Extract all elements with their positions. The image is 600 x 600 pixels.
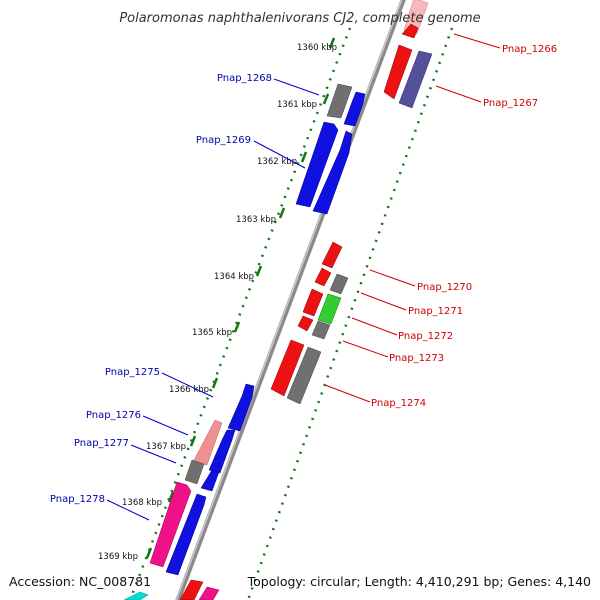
gene-feature-pnap-1275[interactable] <box>227 383 255 432</box>
gene-feature-pnap-1278[interactable] <box>149 481 192 568</box>
forward-leader-lines <box>106 78 320 521</box>
gene-feature-bottom-magenta[interactable] <box>198 586 220 600</box>
gene-feature-cyan[interactable] <box>123 591 149 600</box>
reverse-strand-features <box>179 0 433 600</box>
forward-strand-features <box>123 83 366 600</box>
gene-feature-bottom-red[interactable] <box>179 579 204 600</box>
kbp-label: 1360 kbp <box>297 43 337 53</box>
gene-feature-pnap-1267[interactable] <box>398 50 433 109</box>
reverse-leader-lines <box>324 33 501 403</box>
genome-backbone <box>175 0 406 600</box>
gene-feature-pnap-1277[interactable] <box>184 459 205 485</box>
gene-feature-pnap-1268[interactable] <box>343 91 366 127</box>
forward-gene-labels: Pnap_1268 Pnap_1269 Pnap_1275 Pnap_1276 … <box>50 73 272 505</box>
kbp-ticks <box>145 37 336 559</box>
gene-feature-pnap-1273[interactable] <box>311 320 331 340</box>
gene-label[interactable]: Pnap_1276 <box>86 410 141 421</box>
topology-text: Topology: circular; Length: 4,410,291 bp… <box>247 574 591 589</box>
gene-label[interactable]: Pnap_1278 <box>50 494 105 505</box>
gene-feature-pnap-1274-red[interactable] <box>270 339 305 397</box>
kbp-labels: 1360 kbp 1361 kbp 1362 kbp 1363 kbp 1364… <box>98 43 337 562</box>
gene-label[interactable]: Pnap_1269 <box>196 135 251 146</box>
gene-label[interactable]: Pnap_1268 <box>217 73 272 84</box>
gene-label[interactable]: Pnap_1266 <box>502 44 557 55</box>
gene-feature-pnap-1272-red[interactable] <box>297 315 314 332</box>
gene-label[interactable]: Pnap_1275 <box>105 367 160 378</box>
kbp-label: 1367 kbp <box>146 442 186 452</box>
kbp-label: 1368 kbp <box>122 498 162 508</box>
kbp-label: 1363 kbp <box>236 215 276 225</box>
kbp-label: 1366 kbp <box>169 385 209 395</box>
map-title: Polaromonas naphthalenivorans CJ2, compl… <box>119 11 480 26</box>
gene-feature-pnap-1270[interactable] <box>321 241 343 269</box>
genome-backbone-highlight <box>175 0 403 600</box>
kbp-label: 1365 kbp <box>192 328 232 338</box>
gene-label[interactable]: Pnap_1271 <box>408 306 463 317</box>
gene-label[interactable]: Pnap_1270 <box>417 282 472 293</box>
gene-feature-pnap-1269a[interactable] <box>295 121 339 208</box>
kbp-label: 1369 kbp <box>98 552 138 562</box>
kbp-label: 1361 kbp <box>277 100 317 110</box>
gene-label[interactable]: Pnap_1277 <box>74 438 129 449</box>
gene-feature-pnap-1267-red[interactable] <box>383 44 413 100</box>
gene-feature-pnap-1266-red[interactable] <box>401 23 419 39</box>
gene-feature-pnap-1269b[interactable] <box>312 130 353 215</box>
gene-feature-pnap-1272[interactable] <box>317 293 342 325</box>
gene-feature-pnap-1277-blue[interactable] <box>200 469 220 492</box>
kbp-label: 1362 kbp <box>257 157 297 167</box>
gene-feature-pnap-1271[interactable] <box>329 273 349 295</box>
gene-feature-gray[interactable] <box>326 83 353 119</box>
gene-feature-pnap-1276-blue[interactable] <box>208 429 236 474</box>
gene-feature-pnap-1271-red[interactable] <box>302 288 324 317</box>
gene-feature-pnap-1278-blue[interactable] <box>165 493 207 576</box>
gene-label[interactable]: Pnap_1272 <box>398 331 453 342</box>
reverse-gene-labels: Pnap_1266 Pnap_1267 Pnap_1270 Pnap_1271 … <box>371 44 557 409</box>
kbp-label: 1364 kbp <box>214 272 254 282</box>
forward-ruler-line <box>128 27 352 600</box>
gene-label[interactable]: Pnap_1274 <box>371 398 426 409</box>
accession-text: Accession: NC_008781 <box>9 574 151 589</box>
gene-feature-pnap-1270b[interactable] <box>314 267 332 287</box>
gene-label[interactable]: Pnap_1267 <box>483 98 538 109</box>
gene-feature-pnap-1274[interactable] <box>286 346 322 405</box>
gene-label[interactable]: Pnap_1273 <box>389 353 444 364</box>
